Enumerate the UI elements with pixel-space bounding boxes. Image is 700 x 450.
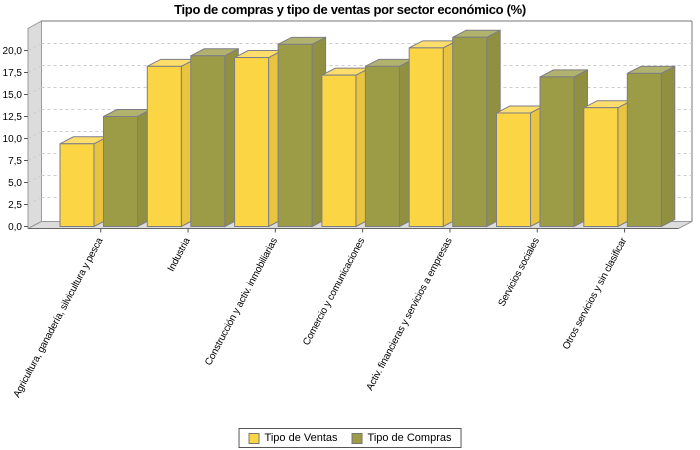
y-axis-tick-label: 10,0 <box>3 134 23 145</box>
y-axis-tick-label: 2,5 <box>8 200 22 211</box>
bar-group-s1-c2 <box>277 36 327 228</box>
gridline-wall-segment <box>27 87 42 95</box>
bar-front <box>496 112 531 227</box>
bar-group-s0-c5 <box>496 105 545 228</box>
legend-swatch-compras <box>351 432 363 444</box>
legend: Tipo de Ventas Tipo de Compras <box>238 428 462 448</box>
chart-title: Tipo de compras y tipo de ventas por sec… <box>174 2 526 17</box>
legend-item-ventas: Tipo de Ventas <box>248 432 338 444</box>
legend-item-compras: Tipo de Compras <box>351 432 452 444</box>
gridline-wall-segment <box>27 109 42 117</box>
y-axis-tick-label: 5,0 <box>8 178 22 189</box>
bar-front <box>626 72 662 227</box>
y-axis-tick-label: 12,5 <box>3 112 23 123</box>
category-label: Servicios sociales <box>497 236 542 308</box>
legend-label-compras: Tipo de Compras <box>367 432 452 444</box>
gridline-wall-segment <box>27 175 42 183</box>
gridline-wall-segment <box>27 197 42 205</box>
bar-group-s1-c0 <box>103 108 152 228</box>
bar-group-s0-c6 <box>583 99 632 228</box>
bar-front <box>539 76 575 228</box>
bar-front <box>277 43 313 228</box>
category-label: Industria <box>166 236 193 274</box>
bar-front <box>452 36 488 227</box>
bar-group-s1-c4 <box>452 29 501 228</box>
gridline-wall-segment <box>27 65 42 73</box>
gridline-wall-segment <box>27 43 42 51</box>
bar-side <box>660 65 676 228</box>
bar-front <box>583 107 619 227</box>
bar-group-s0-c2 <box>234 49 283 228</box>
bar-group-s0-c1 <box>146 58 196 228</box>
y-axis-tick-label: 0,0 <box>8 222 22 233</box>
bar-front <box>234 57 270 228</box>
bar-front <box>321 74 357 227</box>
bar-front <box>190 55 226 227</box>
category-label: Agricultura, ganadería, silvicultura y p… <box>12 236 106 400</box>
y-axis-tick-label: 17,5 <box>3 68 23 79</box>
bar-front <box>59 143 95 227</box>
bar-front <box>408 47 444 227</box>
bar-group-s0-c3 <box>321 67 370 228</box>
bar-group-s1-c6 <box>626 65 676 228</box>
bar-group-s1-c5 <box>539 69 588 228</box>
gridline-wall-segment <box>27 153 42 161</box>
bar-group-s1-c3 <box>364 58 414 228</box>
category-label: Activ. financieras y servicios a empresa… <box>365 236 455 392</box>
category-label: Comercio y comunicaciones <box>301 236 367 347</box>
category-label: Otros servicios y sin clasificar <box>561 235 630 351</box>
left-wall <box>27 20 42 230</box>
gridline-wall-segment <box>27 131 42 139</box>
bar-group-s0-c4 <box>408 40 458 228</box>
y-axis-tick-label: 15,0 <box>3 90 23 101</box>
legend-swatch-ventas <box>248 432 260 444</box>
bar-front <box>364 65 400 227</box>
y-axis-tick-label: 20,0 <box>3 46 23 57</box>
bar-group-s1-c1 <box>190 47 239 228</box>
bar-group-s0-c0 <box>59 135 108 228</box>
category-label: Construcción y activ. inmobiliarias <box>203 236 280 367</box>
legend-label-ventas: Tipo de Ventas <box>264 432 338 444</box>
bar-front <box>103 116 138 227</box>
bar-front <box>146 65 182 227</box>
y-axis-tick-label: 7,5 <box>8 156 22 167</box>
